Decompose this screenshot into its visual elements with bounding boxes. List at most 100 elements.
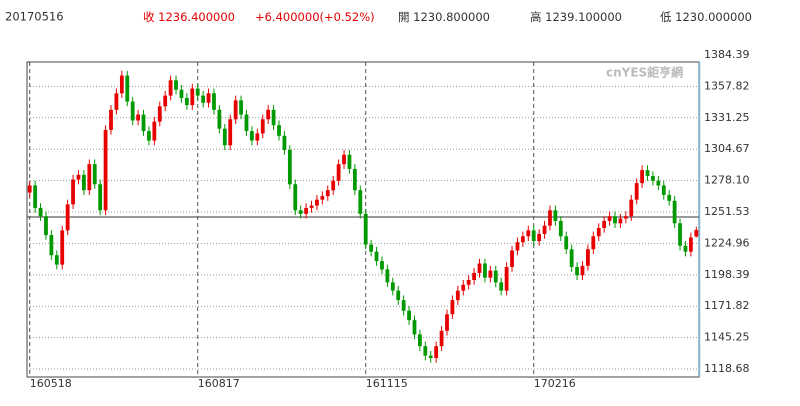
candle-body: [678, 223, 682, 246]
header-label: 開: [398, 10, 410, 24]
candle-body: [271, 109, 276, 126]
y-tick-label: 1278.10: [704, 174, 750, 187]
candle-body: [558, 220, 563, 237]
candle-body: [309, 205, 314, 208]
candle-body: [672, 200, 677, 224]
candle-body: [575, 267, 579, 276]
candle-body: [434, 346, 439, 359]
candle-body: [510, 250, 514, 268]
candle-body: [358, 190, 363, 214]
candle-body: [320, 196, 325, 200]
candle-body: [136, 114, 140, 121]
candle-body: [477, 263, 482, 273]
candles: [27, 70, 699, 363]
candle-body: [304, 207, 308, 214]
candle-body: [347, 154, 352, 169]
candle-body: [412, 320, 417, 335]
header-value: 1236.400000: [158, 10, 235, 24]
candle-body: [520, 236, 525, 243]
candle-body: [325, 190, 330, 197]
candle-body: [114, 93, 119, 110]
y-tick-label: 1384.39: [704, 48, 750, 61]
candle-body: [174, 80, 178, 90]
candle-body: [266, 109, 271, 120]
header-items: 收 1236.400000 +6.400000(+0.52%) 開 1230.800…: [143, 10, 752, 24]
candle-body: [596, 228, 601, 237]
candle-body: [407, 310, 411, 321]
header-label: 收: [143, 10, 155, 24]
candle-body: [651, 176, 655, 181]
candle-body: [239, 100, 243, 115]
candle-body: [553, 210, 558, 221]
candle-body: [228, 119, 233, 146]
candle-body: [217, 109, 222, 129]
y-tick-label: 1198.39: [704, 268, 750, 281]
candle-body: [634, 183, 639, 200]
candle-body: [526, 230, 531, 237]
candle-body: [331, 180, 336, 191]
header-item: 收 1236.400000: [143, 10, 235, 24]
watermark: cnYES鉅亨網: [606, 65, 683, 80]
header-item: 高 1239.100000: [530, 10, 622, 24]
header-value: 1230.800000: [413, 10, 490, 24]
header-date: 20170516: [5, 10, 64, 24]
candle-body: [125, 75, 130, 102]
candle-body: [439, 330, 444, 347]
y-tick-label: 1331.25: [704, 111, 750, 124]
candle-body: [531, 230, 536, 242]
y-tick-label: 1118.68: [704, 362, 750, 375]
candle-body: [152, 121, 157, 141]
candle-body: [591, 236, 596, 250]
candle-body: [515, 242, 520, 251]
candle-body: [504, 267, 509, 291]
candle-body: [49, 235, 54, 256]
candle-body: [428, 355, 433, 359]
candle-body: [488, 270, 493, 278]
candle-body: [27, 185, 32, 193]
candle-body: [98, 184, 103, 211]
candle-body: [688, 237, 693, 252]
y-tick-label: 1171.82: [704, 299, 750, 312]
candle-body: [548, 210, 552, 226]
candle-body: [385, 269, 390, 283]
header-label: 低: [660, 10, 672, 24]
candle-body: [119, 75, 124, 94]
x-tick-label: 170216: [534, 377, 576, 390]
candle-body: [466, 280, 471, 285]
candle-body: [103, 129, 108, 211]
candle-body: [71, 179, 75, 205]
header-value: 1230.000000: [675, 10, 752, 24]
candle-body: [184, 98, 189, 106]
candle-body: [130, 101, 135, 121]
candle-body: [472, 272, 476, 281]
candle-body: [645, 170, 650, 177]
candle-body: [141, 114, 146, 132]
candle-body: [342, 154, 346, 165]
candle-body: [380, 261, 384, 270]
y-tick-label: 1304.67: [704, 142, 750, 155]
candle-body: [38, 207, 43, 217]
x-tick-label: 160518: [30, 377, 72, 390]
candle-body: [287, 150, 292, 185]
candle-body: [54, 255, 59, 265]
candle-body: [201, 95, 206, 103]
header-value: +6.400000(+0.52%): [255, 10, 375, 24]
header-item: +6.400000(+0.52%): [255, 10, 375, 24]
candle-body: [195, 88, 200, 96]
candle-body: [423, 346, 428, 356]
y-tick-label: 1145.25: [704, 331, 750, 344]
candle-body: [537, 233, 542, 242]
candle-body: [461, 284, 466, 291]
candle-body: [445, 314, 449, 331]
candle-body: [168, 80, 173, 96]
y-tick-label: 1224.96: [704, 236, 750, 249]
candle-body: [640, 170, 644, 184]
candle-body: [298, 210, 303, 214]
candle-body: [277, 125, 281, 136]
candle-body: [661, 185, 666, 195]
candle-body: [374, 251, 379, 262]
candle-body: [602, 220, 607, 229]
candle-body: [352, 168, 357, 191]
candle-body: [255, 133, 260, 141]
